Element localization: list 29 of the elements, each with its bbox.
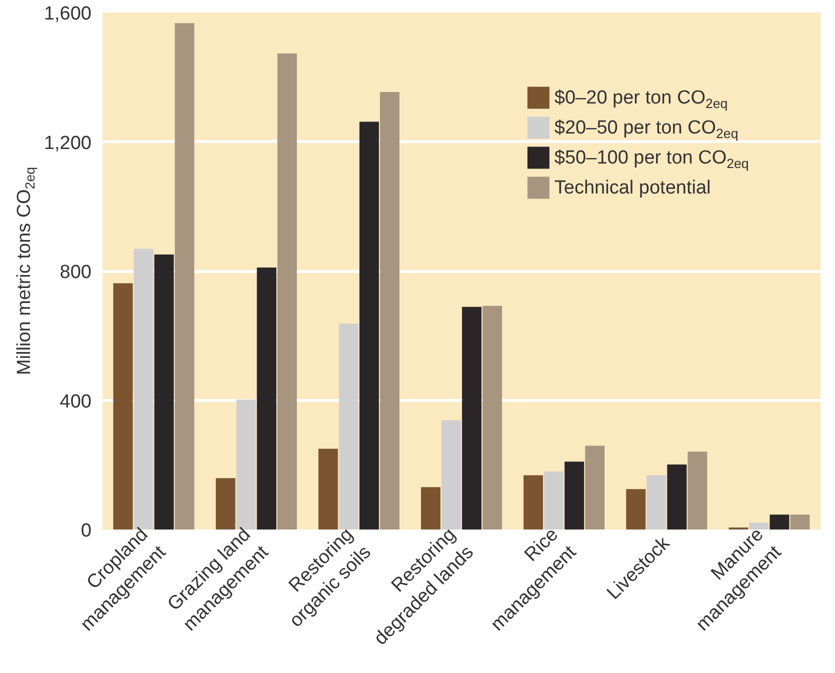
bar — [770, 514, 790, 530]
y-tick-label: 1,200 — [44, 132, 92, 154]
y-tick-label: 1,600 — [44, 4, 92, 24]
y-tick-label: 800 — [60, 262, 92, 283]
bar — [318, 448, 338, 530]
bar — [667, 464, 687, 530]
y-tick-label: 400 — [60, 391, 92, 412]
bar — [544, 471, 564, 530]
bar — [277, 54, 297, 530]
bar — [749, 522, 769, 530]
legend-label: Technical potential — [554, 177, 711, 198]
bar — [442, 420, 461, 530]
bar — [154, 254, 174, 530]
bar — [420, 487, 440, 530]
bar — [646, 475, 666, 530]
bar — [626, 489, 646, 530]
bar — [462, 306, 482, 530]
bar — [482, 306, 502, 530]
bar — [256, 267, 276, 530]
bar — [338, 324, 358, 530]
bar — [585, 446, 605, 530]
bar — [564, 462, 584, 530]
y-axis-title: Million metric tons CO2eq — [14, 167, 38, 375]
bar — [380, 92, 400, 530]
bar — [688, 452, 708, 530]
bar — [524, 475, 544, 530]
bar — [174, 23, 194, 530]
bar — [359, 122, 379, 530]
bar — [790, 514, 810, 530]
